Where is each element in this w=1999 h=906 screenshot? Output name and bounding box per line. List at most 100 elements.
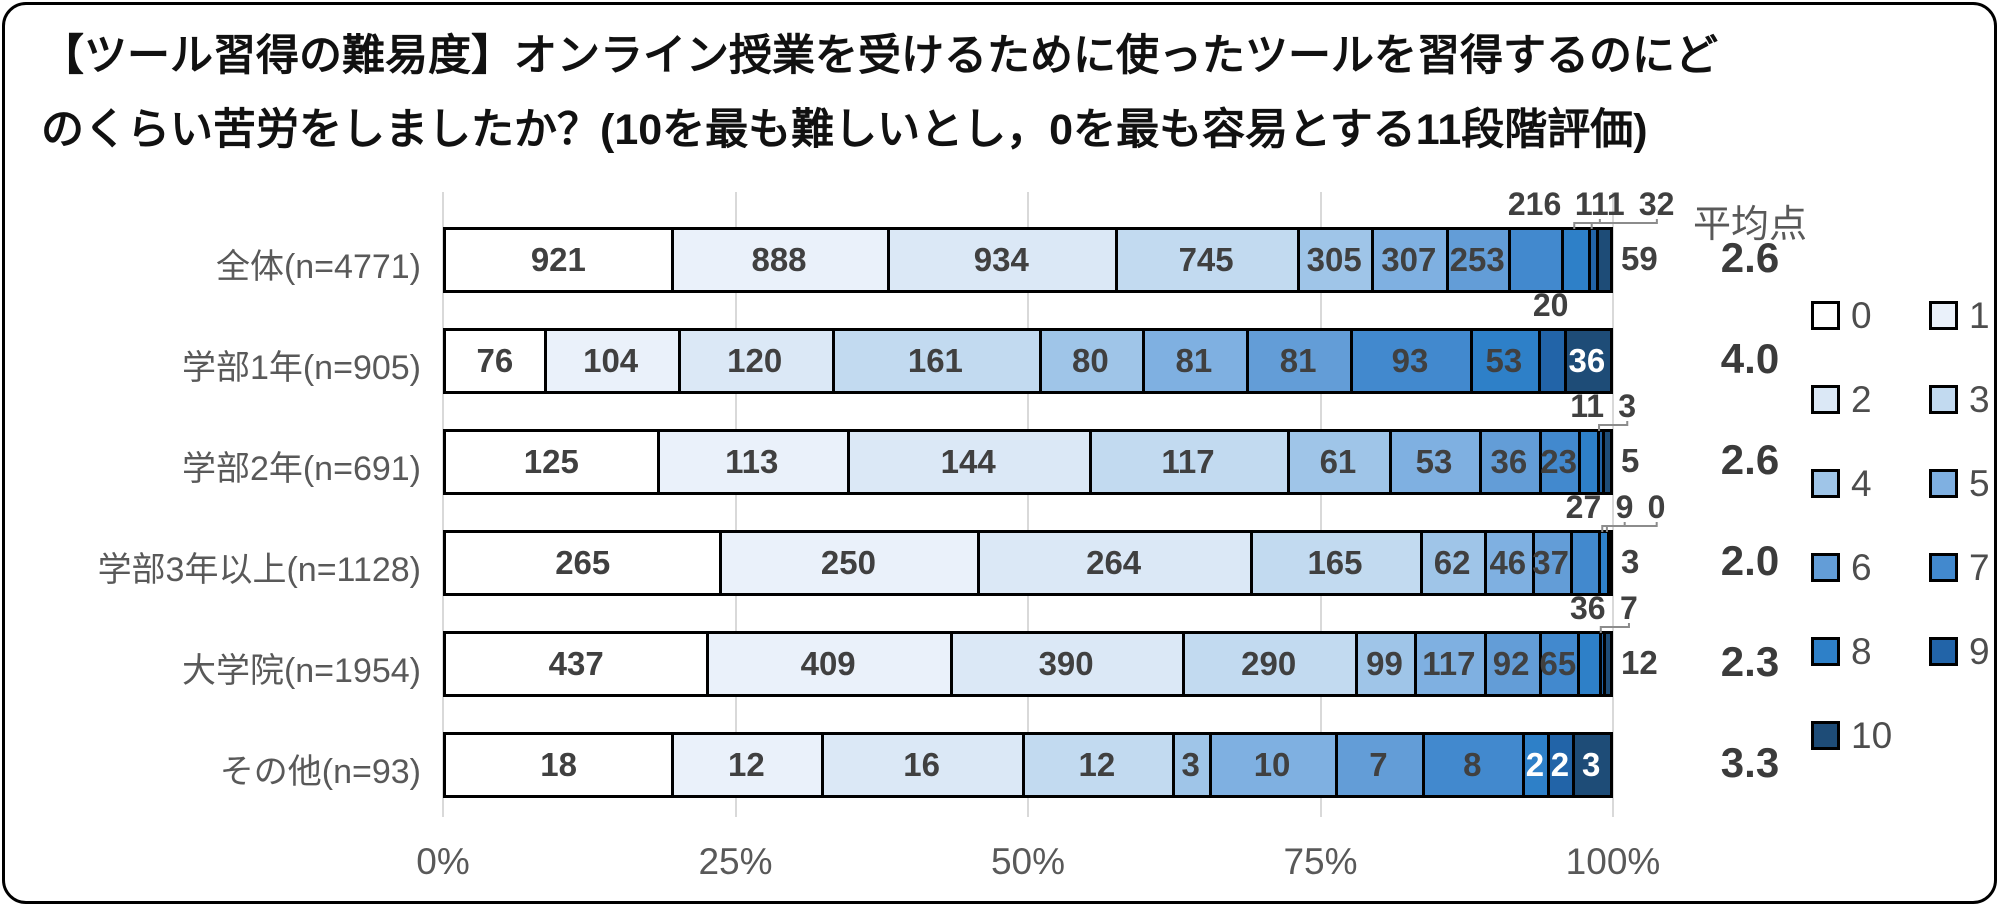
- category-label: 大学院(n=1954): [181, 652, 421, 690]
- bar-segment: [677, 331, 832, 391]
- data-label: 2: [1550, 746, 1570, 783]
- bar-segment: [1577, 634, 1599, 694]
- bar-segment: [1420, 533, 1485, 593]
- bar-segment: [1539, 432, 1578, 492]
- data-label: 305: [1306, 241, 1362, 278]
- callout-label: 20: [1532, 287, 1569, 323]
- bar-segment: [1469, 331, 1538, 391]
- data-label: 307: [1381, 241, 1437, 278]
- data-label: 16: [903, 746, 940, 783]
- bar-segment: [1595, 230, 1610, 290]
- data-label: 409: [800, 645, 856, 682]
- bar-segment: [1522, 735, 1548, 795]
- bar-segment: [1569, 533, 1598, 593]
- data-label: 117: [1161, 443, 1215, 480]
- category-label: その他(n=93): [219, 753, 421, 791]
- bar-segment: [1334, 735, 1423, 795]
- bar-segment: [446, 634, 707, 694]
- bar-segment: [1414, 634, 1484, 694]
- bar-segment: [1572, 735, 1610, 795]
- bar-segment: [1597, 533, 1607, 593]
- bar-segment: [1141, 331, 1246, 391]
- bar-segment: [446, 432, 657, 492]
- data-label: 65: [1539, 645, 1577, 682]
- bar-segment: [706, 634, 950, 694]
- category-label: 学部1年(n=905): [181, 349, 421, 387]
- bar-row: 125 113 144 117 61 53 36 23: [443, 429, 1613, 495]
- bar-segment: [1371, 230, 1447, 290]
- bar-segment: [1508, 230, 1561, 290]
- bar-segment: [1296, 230, 1372, 290]
- data-label: 62: [1433, 544, 1471, 581]
- callout-label: 7: [1619, 590, 1638, 626]
- gridline: [1319, 192, 1322, 817]
- chart-title-line-1: 【ツール習得の難易度】オンライン授業を受けるために使ったツールを習得するのにど: [41, 32, 1718, 80]
- legend-label: 0: [1851, 295, 1872, 336]
- data-label-outside: 3: [1621, 543, 1640, 580]
- data-label: 92: [1492, 645, 1530, 682]
- category-label: 学部3年以上(n=1128): [97, 551, 421, 589]
- legend-swatch: [1929, 469, 1958, 498]
- data-label-outside: 5: [1621, 442, 1640, 479]
- x-axis-tick-label: 75%: [1283, 841, 1358, 882]
- bar-segment: [1478, 432, 1540, 492]
- legend-swatch: [1929, 385, 1958, 414]
- callout-label: 9: [1615, 489, 1634, 525]
- data-label: 3: [1181, 746, 1200, 783]
- legend-swatch: [1811, 301, 1840, 330]
- average-value: 3.3: [1720, 739, 1780, 786]
- data-label: 53: [1485, 342, 1523, 379]
- chart-title-line-2: のくらい苦労をしましたか？(10を最も難しいとし，0を最も容易とする11段階評価…: [41, 106, 1648, 154]
- bar-segment: [1563, 331, 1610, 391]
- legend-label: 3: [1969, 379, 1990, 420]
- data-label: 437: [548, 645, 604, 682]
- bar-segment: [656, 432, 847, 492]
- bar-segment: [949, 634, 1183, 694]
- data-label: 921: [530, 241, 586, 278]
- bar-segment: [1286, 432, 1390, 492]
- legend-swatch: [1929, 301, 1958, 330]
- gridline: [1612, 192, 1614, 817]
- data-label: 23: [1540, 443, 1577, 480]
- legend-swatch: [1929, 553, 1958, 582]
- data-label: 290: [1241, 645, 1297, 682]
- bar-segment: [1483, 634, 1539, 694]
- data-label: 104: [583, 342, 639, 379]
- bar-segment: [1182, 634, 1356, 694]
- x-axis-tick-label: 50%: [990, 841, 1066, 882]
- gridline: [1027, 192, 1029, 817]
- bar-segment: [1249, 533, 1421, 593]
- gridline: [734, 192, 737, 817]
- data-label: 117: [1422, 645, 1476, 682]
- data-label-outside: 12: [1621, 644, 1658, 681]
- average-value: 2.6: [1720, 436, 1780, 483]
- data-label: 81: [1175, 342, 1213, 379]
- data-label: 36: [1490, 443, 1528, 480]
- bar-segment: [543, 331, 678, 391]
- average-value: 4.0: [1720, 335, 1780, 382]
- data-label: 2: [1525, 746, 1545, 783]
- callout-label: 11: [1570, 388, 1605, 424]
- legend-swatch: [1929, 637, 1958, 666]
- x-axis-tick-label: 25%: [698, 841, 773, 882]
- data-label: 36: [1568, 342, 1606, 379]
- average-value: 2.0: [1720, 537, 1780, 584]
- data-label: 12: [1078, 746, 1116, 783]
- callout-label: 111: [1574, 186, 1625, 222]
- bar-segment: [1587, 230, 1596, 290]
- callout-label: 27: [1565, 489, 1602, 525]
- bar-row: 437 409 390 290 99 117 92 65: [443, 631, 1613, 697]
- bar-segment: [446, 331, 544, 391]
- bar-segment: [719, 533, 978, 593]
- data-label: 46: [1489, 544, 1527, 581]
- category-label: 全体(n=4771): [215, 248, 421, 286]
- bar-row: 921 888 934 745 305 307 253: [443, 227, 1613, 293]
- bar-segment: [1089, 432, 1287, 492]
- bar-segment: [1547, 735, 1573, 795]
- bar-segment: [887, 230, 1116, 290]
- legend-swatch: [1811, 637, 1840, 666]
- category-label: 学部2年(n=691): [181, 450, 421, 488]
- bar-segment: [1560, 230, 1588, 290]
- data-label: 99: [1366, 645, 1403, 682]
